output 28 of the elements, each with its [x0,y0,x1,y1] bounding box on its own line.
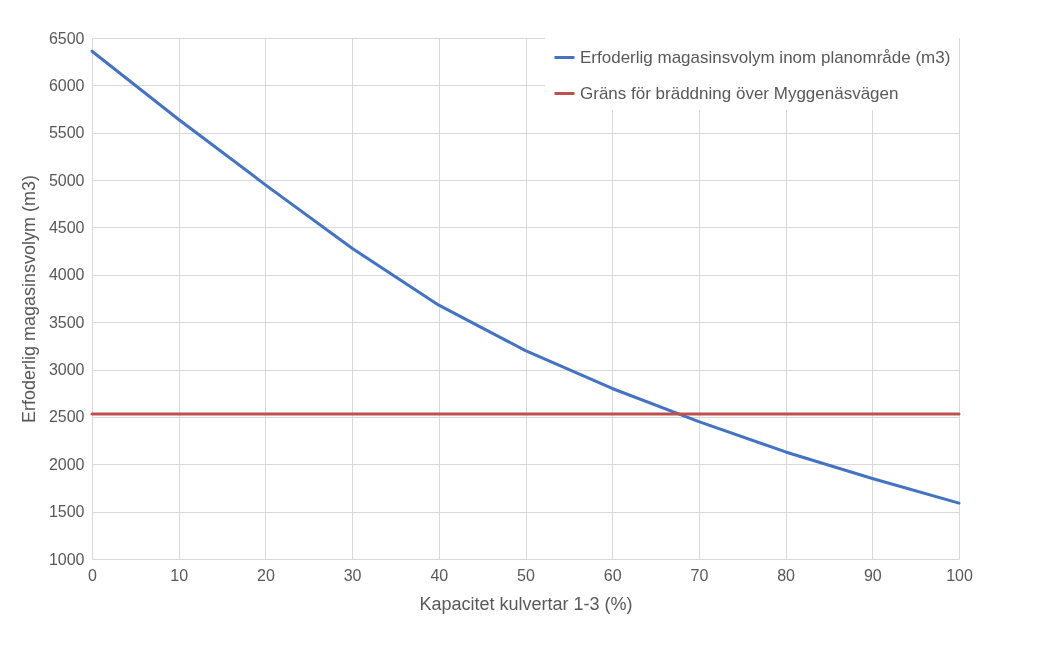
x-tick-label: 30 [343,566,362,584]
y-tick-label: 6500 [48,29,85,47]
x-tick-label: 10 [170,566,189,584]
y-tick-label: 4000 [48,266,85,284]
x-tick-label: 90 [863,566,882,584]
y-tick-label: 2000 [48,455,85,473]
x-tick-label: 100 [946,566,973,584]
y-tick-label: 4500 [48,218,85,236]
y-tick-label: 5000 [48,171,85,189]
x-tick-label: 60 [603,566,622,584]
line-series [90,49,961,505]
y-tick-label: 5500 [48,124,85,142]
x-tick-label: 40 [430,566,449,584]
x-tick-label: 80 [777,566,796,584]
legend-label: Erfoderlig magasinsvolym inom planområde (m3) [580,47,951,67]
y-tick-label: 1000 [48,550,85,568]
y-tick-label: 3000 [48,361,85,379]
y-tick-label: 3500 [48,313,85,331]
y-tick-label: 6000 [48,76,85,94]
x-axis-title: Kapacitet kulvertar 1-3 (%) [419,593,633,614]
y-tick-label: 2500 [48,408,85,426]
y-tick-label: 1500 [48,503,85,521]
legend-label: Gräns för bräddning över Myggenäsvägen [580,83,899,103]
x-tick-label: 0 [88,566,98,584]
x-tick-label: 70 [690,566,709,584]
y-axis-title: Erfoderlig magasinsvolym (m3) [18,174,39,424]
x-tick-label: 20 [257,566,275,584]
x-tick-label: 50 [517,566,535,584]
